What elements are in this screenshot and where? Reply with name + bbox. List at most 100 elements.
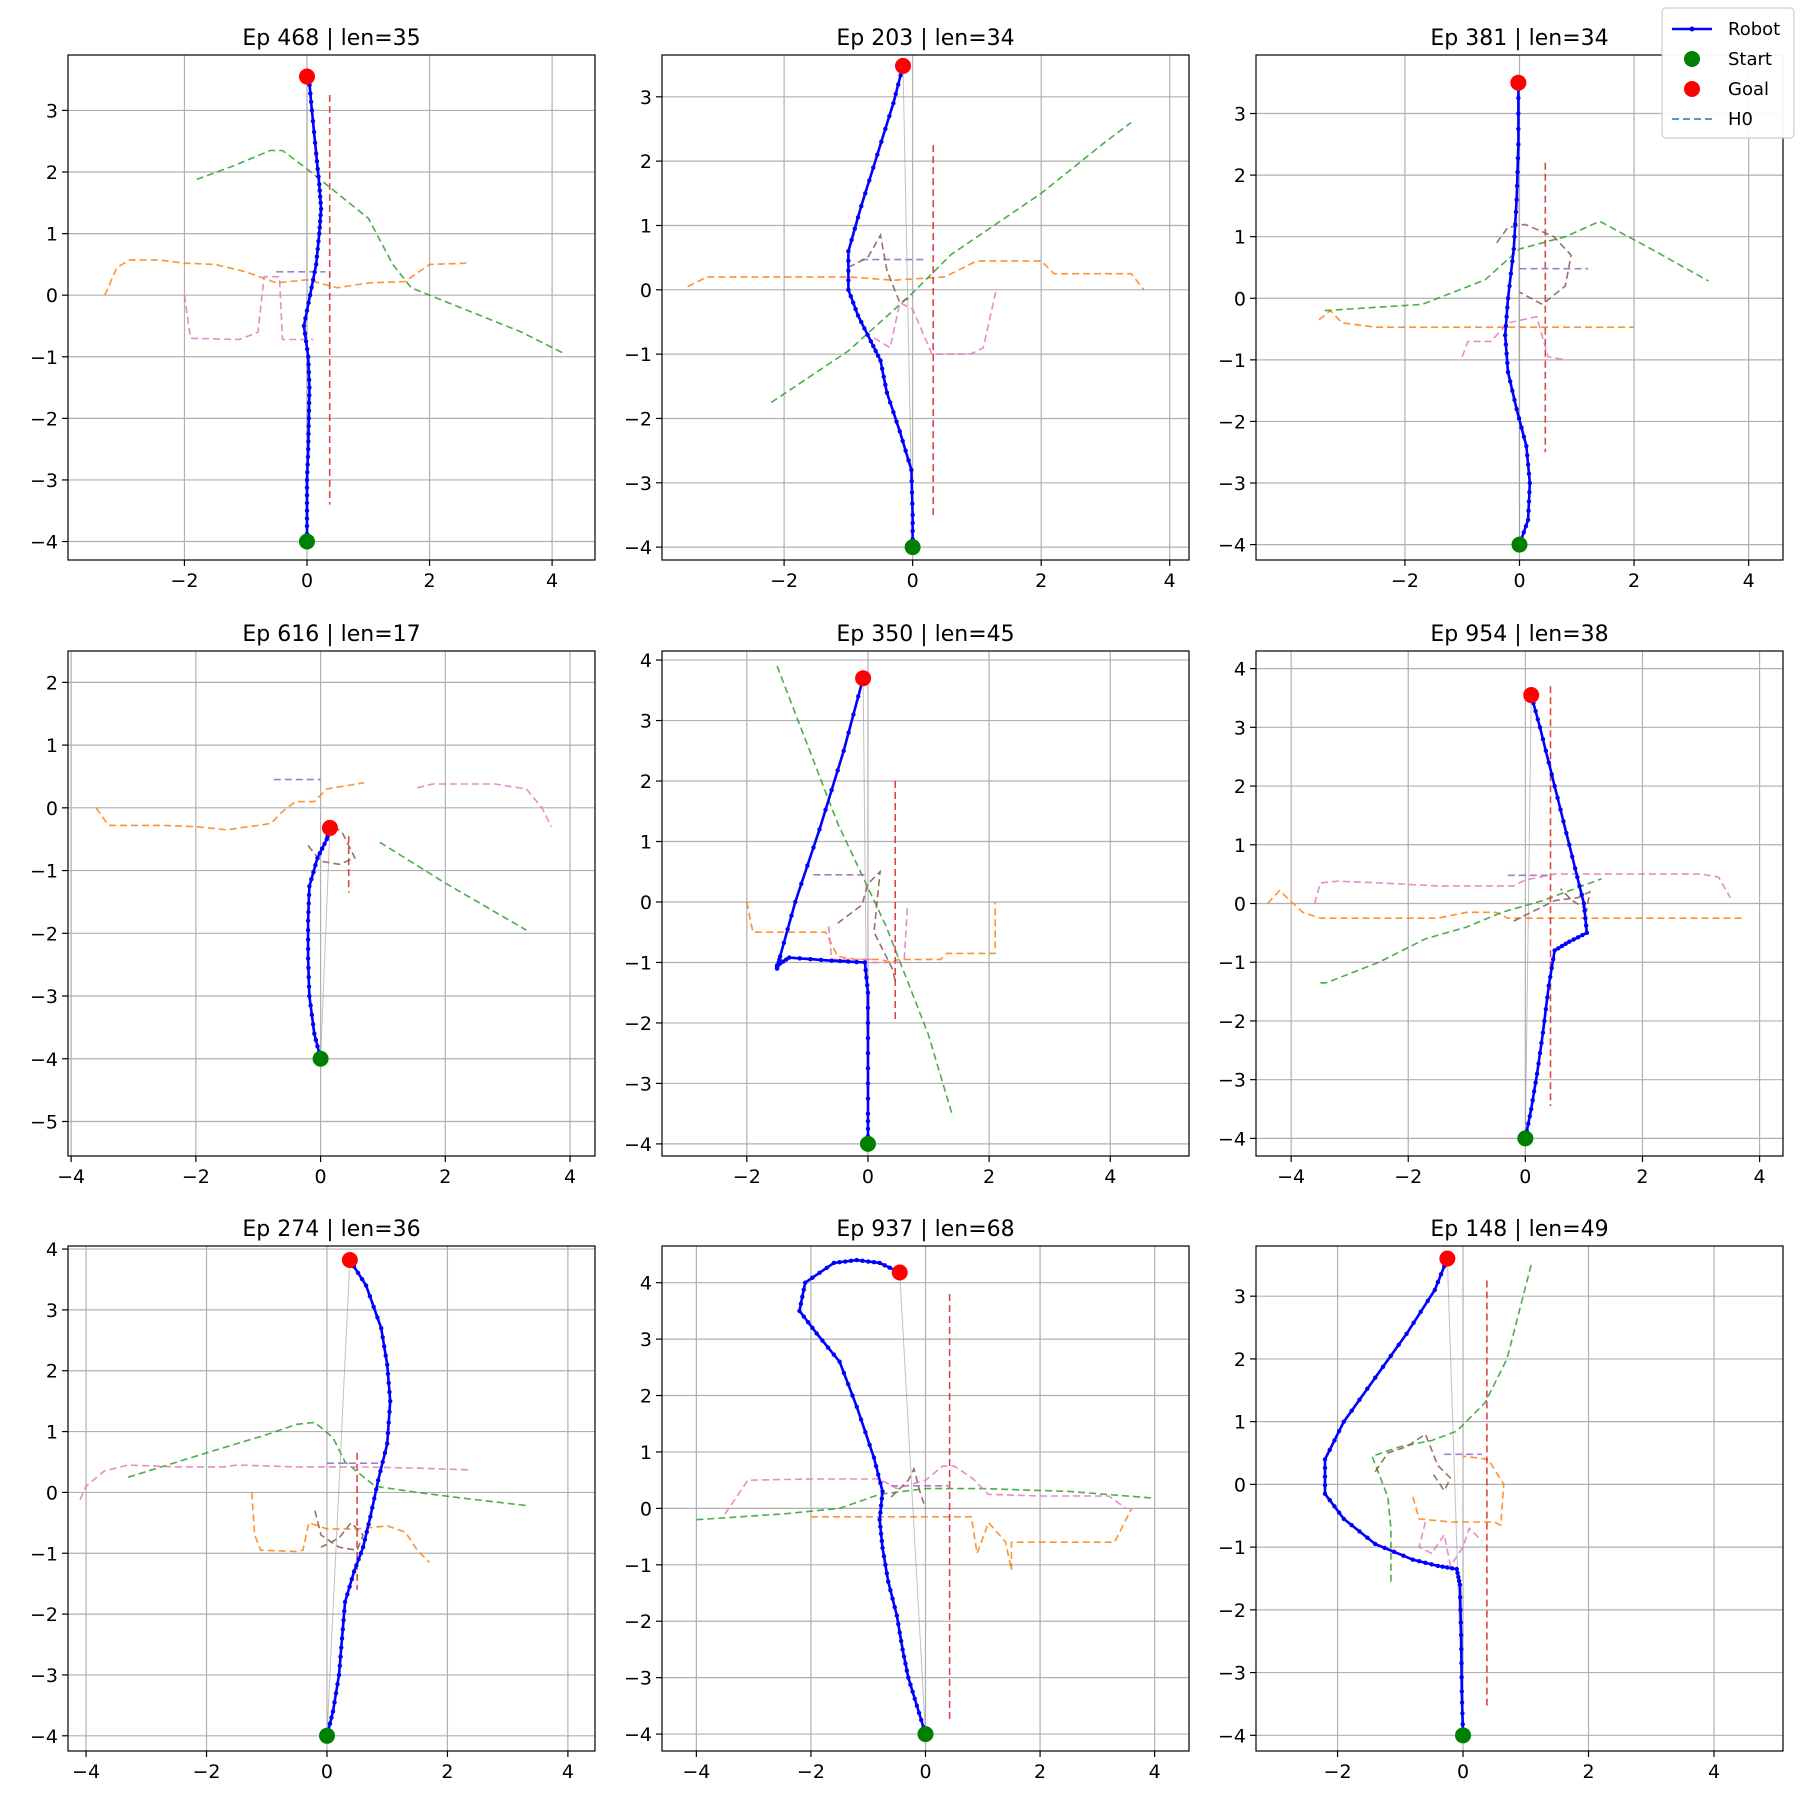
robot-point — [1559, 943, 1565, 949]
robot-point — [909, 467, 914, 473]
robot-point — [309, 285, 314, 290]
human-trajectory-pink — [1461, 315, 1566, 361]
y-tick-label: 4 — [640, 1273, 652, 1295]
robot-point — [818, 957, 824, 963]
y-tick-label: −4 — [624, 1134, 652, 1156]
robot-point — [854, 1257, 859, 1263]
robot-point — [1529, 1106, 1534, 1112]
robot-point — [340, 1627, 345, 1632]
x-tick-label: −2 — [193, 1761, 221, 1783]
robot-point — [883, 382, 888, 387]
robot-point — [867, 1442, 872, 1448]
robot-point — [871, 1455, 877, 1460]
robot-point — [304, 500, 310, 506]
robot-point — [910, 1689, 915, 1694]
human-trajectory-brown — [314, 1510, 365, 1552]
x-tick-label: 2 — [983, 1166, 995, 1188]
robot-point — [304, 508, 310, 513]
robot-point — [304, 485, 310, 490]
robot-point — [878, 1503, 884, 1508]
x-tick-label: 4 — [546, 570, 558, 592]
robot-point — [908, 1682, 913, 1687]
robot-point — [865, 1081, 871, 1086]
robot-point — [362, 1537, 368, 1542]
robot-point — [1327, 1447, 1332, 1453]
robot-point — [354, 1563, 359, 1568]
robot-point — [785, 927, 790, 932]
robot-point — [891, 409, 896, 415]
robot-point — [1521, 434, 1527, 440]
robot-point — [876, 1472, 881, 1477]
axes-frame — [67, 1245, 596, 1752]
robot-point — [1552, 783, 1557, 789]
robot-point — [865, 1096, 871, 1101]
x-tick-label: 0 — [862, 1166, 874, 1188]
subplot-8: −4 −2 0 2 4 −4 −3 −2 −1 0 1 2 3 4 Ep 937 | len=68 — [624, 1217, 1190, 1783]
robot-point — [873, 1463, 879, 1469]
robot-point — [865, 990, 871, 995]
robot-point — [374, 1487, 379, 1492]
robot-point — [916, 1710, 922, 1716]
robot-point — [846, 277, 851, 283]
robot-point — [306, 431, 311, 436]
y-tick-label: −4 — [30, 1726, 58, 1748]
robot-point — [1530, 1098, 1535, 1103]
human-trajectory-pink — [79, 1464, 472, 1501]
goal-marker — [1510, 74, 1527, 91]
robot-point — [306, 423, 311, 429]
robot-point — [310, 1022, 316, 1027]
subplot-title: Ep 148 | len=49 — [1430, 1217, 1608, 1242]
robot-point — [304, 477, 310, 483]
robot-point — [327, 1721, 333, 1726]
robot-point — [781, 940, 787, 946]
robot-point — [878, 358, 883, 363]
robot-point — [1555, 795, 1560, 801]
y-tick-label: 0 — [640, 1498, 652, 1520]
robot-point — [368, 1514, 373, 1519]
y-tick-label: −4 — [624, 537, 652, 559]
y-tick-label: −3 — [624, 473, 652, 495]
x-tick-label: 4 — [564, 1166, 576, 1188]
robot-point — [1516, 142, 1521, 147]
human-trajectory-brown — [837, 869, 896, 981]
robot-point — [1550, 957, 1556, 962]
robot-point — [777, 954, 783, 959]
robot-point — [793, 899, 798, 905]
robot-point — [312, 269, 317, 275]
robot-path — [775, 677, 870, 1144]
y-tick-label: −3 — [1218, 473, 1246, 495]
robot-point — [319, 846, 325, 851]
y-tick-label: −3 — [1218, 1663, 1246, 1685]
robot-point — [901, 1654, 907, 1659]
robot-path — [325, 1259, 392, 1737]
robot-point — [314, 159, 320, 164]
robot-point — [1582, 908, 1587, 914]
robot-point — [895, 82, 901, 87]
robot-point — [1531, 1089, 1537, 1094]
robot-point — [1456, 1578, 1462, 1584]
plot-area — [746, 665, 997, 1152]
axes-frame — [67, 54, 596, 561]
y-tick-label: 4 — [1234, 659, 1246, 681]
robot-point — [1380, 1364, 1386, 1369]
robot-point — [1526, 471, 1532, 476]
robot-point — [811, 845, 816, 850]
goal-marker — [891, 1264, 908, 1281]
x-tick-label: 2 — [1582, 1761, 1594, 1783]
robot-point — [306, 984, 312, 989]
robot-point — [871, 165, 876, 170]
robot-point — [919, 1717, 924, 1723]
y-tick-label: 0 — [46, 285, 58, 307]
robot-point — [1543, 748, 1549, 754]
robot-point — [852, 226, 858, 231]
robot-point — [306, 408, 312, 413]
y-tick-label: 1 — [46, 1422, 58, 1444]
y-tick-label: −3 — [1218, 1070, 1246, 1092]
robot-point — [864, 982, 870, 988]
robot-point — [887, 400, 893, 405]
robot-point — [306, 965, 311, 971]
reference-line — [899, 1272, 926, 1735]
robot-point — [1552, 948, 1557, 953]
y-tick-label: −1 — [1218, 1537, 1246, 1559]
